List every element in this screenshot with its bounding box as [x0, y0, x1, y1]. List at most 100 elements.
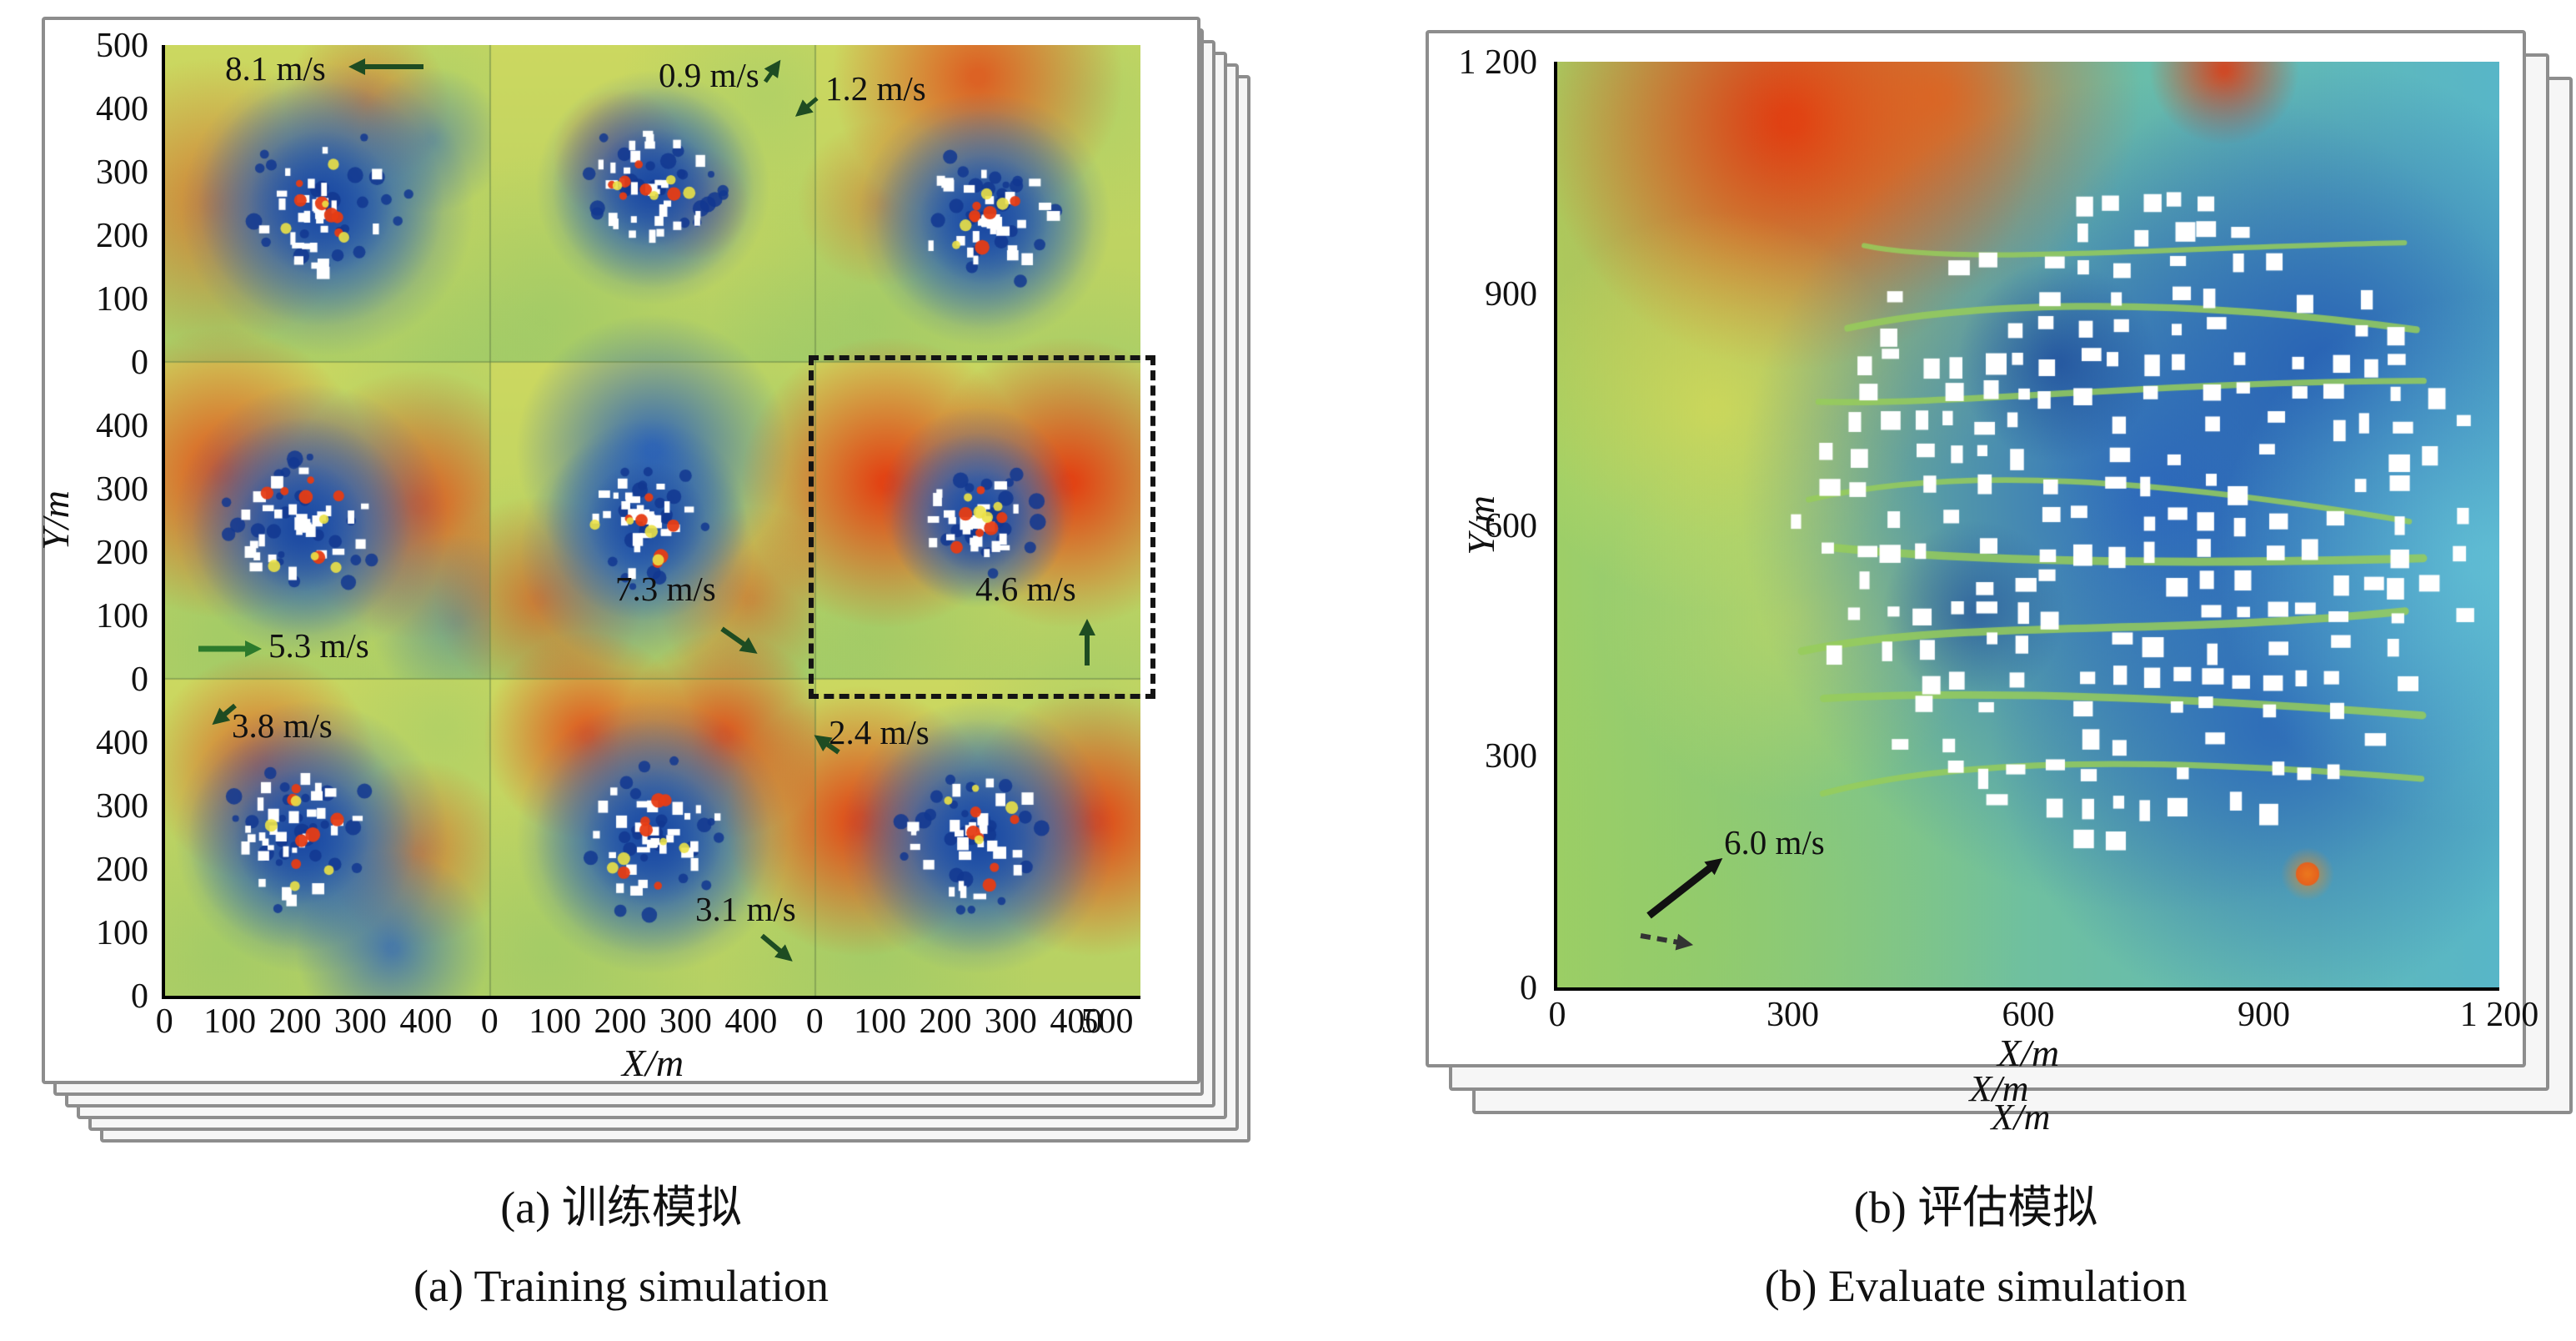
wind-speed-annotation: 7.3 m/s — [615, 572, 716, 610]
tick-label: 100 — [96, 912, 148, 952]
wind-speed-annotation: 5.3 m/s — [268, 629, 369, 667]
caption-a-en: (a) Training simulation — [413, 1261, 829, 1311]
caption-b-zh: (b) 评估模拟 — [1853, 1183, 2098, 1233]
x-axis-ticks: 0 100 200 300 400 — [782, 1002, 1109, 1039]
x-axis-label-text: X/m — [621, 1042, 684, 1084]
panel-a-plot: Y/m 500 400 300 200 100 0 400 300 200 100 0 400 30… — [35, 27, 1155, 1084]
tick-label: 200 — [268, 1001, 322, 1041]
tick-label: 1 200 — [2459, 994, 2539, 1034]
caption-b: (b) 评估模拟 (b) Evaluate simulation — [1426, 1171, 2526, 1313]
tick-label: 400 — [96, 722, 148, 762]
tick-label: 400 — [96, 405, 148, 445]
tick-label: 0 — [155, 1001, 173, 1041]
tick-label: 100 — [203, 1001, 257, 1041]
wind-arrow-icon — [348, 58, 423, 75]
panel-a-x-axis-label: X/m — [165, 1042, 1140, 1086]
wind-arrow-icon — [794, 97, 819, 117]
caption-a: (a) 训练模拟 (a) Training simulation — [42, 1171, 1200, 1313]
tick-label: 200 — [594, 1001, 647, 1041]
tick-label: 100 — [96, 595, 148, 635]
x-axis-label-text: X/m — [1997, 1032, 2060, 1074]
tick-label: 500 — [96, 25, 148, 65]
wind-speed-annotation: 4.6 m/s — [975, 572, 1076, 610]
tick-label: 900 — [2238, 994, 2290, 1034]
wind-arrow-icon — [198, 640, 262, 657]
wind-speed-annotation: 3.1 m/s — [695, 892, 796, 931]
tick-label: 500 — [1080, 1001, 1134, 1041]
wind-arrow-icon — [1079, 619, 1095, 665]
panel-b-x-axis-label: X/m — [1557, 1032, 2499, 1076]
tick-label: 300 — [96, 469, 148, 509]
x-axis-ticks: 0 100 200 300 400 — [457, 1002, 784, 1039]
tick-label: 300 — [1485, 736, 1537, 776]
x-axis-ticks: 0 100 200 300 400 — [132, 1002, 459, 1039]
wind-speed-annotation: 8.1 m/s — [225, 52, 326, 90]
stacked-x-axis-label: X/m — [1969, 1067, 2029, 1109]
panel-b-heatmap-canvas — [1557, 62, 2499, 987]
tick-label: 1 200 — [1458, 42, 1538, 82]
tick-label: 200 — [96, 532, 148, 572]
wind-speed-label: 7.3 m/s — [615, 572, 716, 609]
tick-label: 0 — [131, 659, 148, 699]
wind-arrow-icon — [760, 933, 793, 962]
y-axis-ticks: 500 400 300 200 100 0 — [55, 27, 148, 380]
tick-label: 300 — [96, 152, 148, 192]
tick-label: 400 — [96, 88, 148, 128]
tick-label: 300 — [96, 786, 148, 826]
wind-speed-label: 0.9 m/s — [659, 58, 759, 95]
tick-label: 200 — [919, 1001, 972, 1041]
wind-arrow-icon — [1646, 858, 1723, 919]
tick-label: 0 — [805, 1001, 824, 1041]
wind-speed-label: 8.1 m/s — [225, 52, 326, 88]
tick-label: 200 — [96, 215, 148, 255]
panel-b-sheet: Y/m 1 200 900 600 300 0 0 300 600 900 1 200 X/m … — [1426, 30, 2539, 1074]
wind-speed-label: 6.0 m/s — [1724, 826, 1825, 862]
y-axis-ticks: 400 300 200 100 0 — [55, 724, 148, 1014]
stacked-x-axis-label: X/m — [1991, 1096, 2051, 1138]
tick-label: 400 — [724, 1001, 778, 1041]
wind-speed-label: 3.1 m/s — [695, 892, 796, 929]
panel-a-heatmap-canvas — [165, 45, 1140, 996]
wind-speed-annotation: 2.4 m/s — [829, 716, 930, 754]
tick-label: 100 — [854, 1001, 907, 1041]
wind-speed-label: 4.6 m/s — [975, 572, 1076, 609]
wind-arrow-icon — [814, 735, 840, 755]
wind-arrow-icon — [763, 59, 781, 83]
tick-label: 900 — [1485, 273, 1537, 314]
tick-label: 600 — [2002, 994, 2055, 1034]
tick-label: 400 — [399, 1001, 453, 1041]
wind-speed-label: 3.8 m/s — [232, 709, 333, 746]
tick-label: 300 — [659, 1001, 712, 1041]
caption-b-en: (b) Evaluate simulation — [1764, 1261, 2188, 1311]
tick-label: 400 — [1050, 1001, 1103, 1041]
wind-arrow-icon — [1640, 933, 1694, 951]
wind-speed-annotation: 0.9 m/s — [659, 58, 759, 97]
y-axis-ticks: 400 300 200 100 0 — [55, 407, 148, 697]
tick-label: 300 — [333, 1001, 387, 1041]
panel-b-plot: Y/m 1 200 900 600 300 0 0 300 600 900 1 200 X/m … — [1459, 43, 2539, 1074]
tick-label: 0 — [1548, 994, 1566, 1034]
tick-label: 300 — [984, 1001, 1037, 1041]
tick-label: 100 — [96, 279, 148, 319]
tick-label: 0 — [480, 1001, 499, 1041]
wind-arrow-icon — [720, 626, 758, 654]
y-axis-ticks: 1 200 900 600 300 0 — [1431, 42, 1538, 1007]
tick-label: 300 — [1767, 994, 1819, 1034]
tick-label: 0 — [131, 342, 148, 382]
caption-a-zh: (a) 训练模拟 — [500, 1183, 742, 1233]
wind-speed-label: 1.2 m/s — [825, 72, 926, 108]
wind-speed-annotation: 1.2 m/s — [825, 72, 926, 110]
panel-a-sheet: Y/m 500 400 300 200 100 0 400 300 200 100 0 400 30… — [35, 17, 1200, 1084]
wind-speed-label: 5.3 m/s — [268, 629, 369, 665]
wind-arrow-icon — [212, 703, 237, 726]
wind-speed-label: 2.4 m/s — [829, 716, 930, 752]
wind-speed-annotation: 6.0 m/s — [1724, 826, 1825, 864]
x-axis-ticks: 0 300 600 900 1 200 — [1499, 996, 2558, 1032]
wind-speed-annotation: 3.8 m/s — [232, 709, 333, 747]
highlight-dashed-box — [809, 355, 1155, 699]
tick-label: 600 — [1485, 505, 1537, 545]
tick-label: 200 — [96, 849, 148, 889]
tick-label: 0 — [131, 976, 148, 1016]
tick-label: 0 — [1520, 967, 1537, 1007]
tick-label: 100 — [529, 1001, 582, 1041]
